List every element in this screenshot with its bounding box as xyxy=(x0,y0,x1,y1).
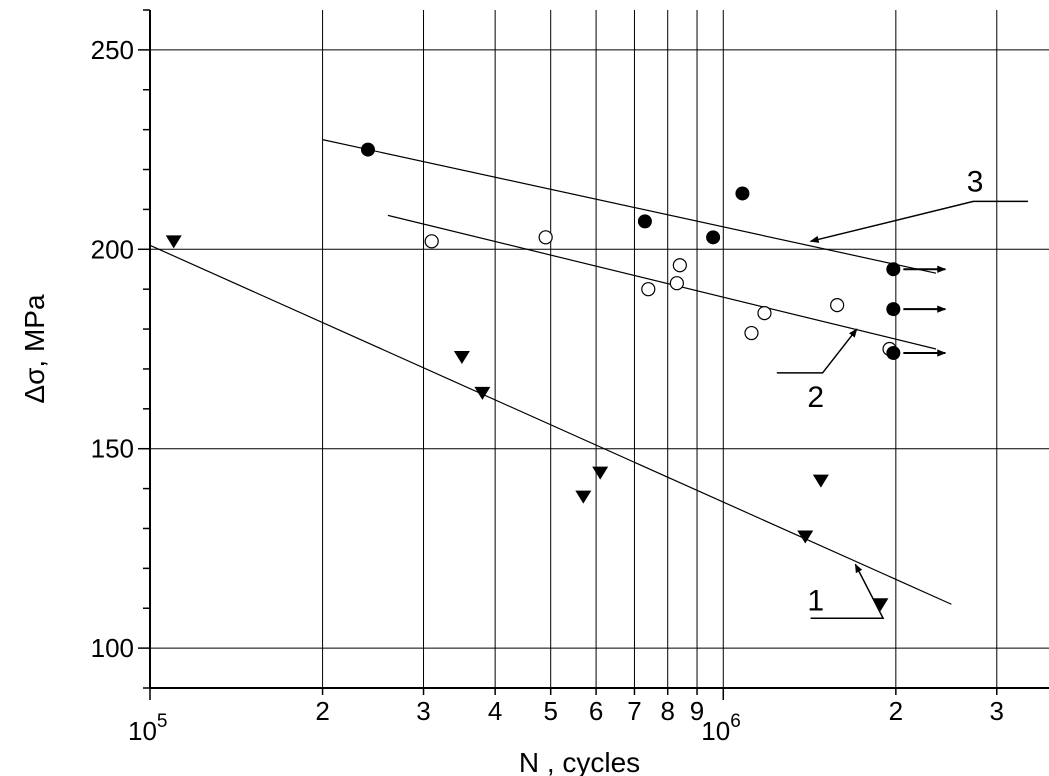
curve-label-1: 1 xyxy=(807,584,824,617)
x-minor-tick-label: 6 xyxy=(589,696,603,726)
x-minor-tick-label: 8 xyxy=(660,696,674,726)
axes xyxy=(138,9,1049,700)
x-axis-title: N , cycles xyxy=(519,747,640,776)
x-minor-tick-label: 3 xyxy=(990,696,1004,726)
x-minor-tick-label: 4 xyxy=(488,696,502,726)
x-major-tick-label: 105 xyxy=(128,711,168,746)
curve-label-2: 2 xyxy=(807,381,824,414)
x-minor-tick-label: 5 xyxy=(543,696,557,726)
data-point-series-1 xyxy=(872,598,889,612)
data-point-series-2 xyxy=(744,325,759,341)
x-tick-exponent: 6 xyxy=(730,711,741,732)
leader-line-1 xyxy=(810,563,885,619)
curve-annotations: 1 2 3 xyxy=(776,165,1028,619)
data-point-series-3 xyxy=(637,214,652,229)
data-point-series-2 xyxy=(757,306,772,321)
leader-line-2 xyxy=(776,328,858,374)
data-point-series-1 xyxy=(797,530,814,544)
data-point-series-3 xyxy=(886,345,901,360)
x-major-tick-label: 106 xyxy=(701,711,741,746)
data-point-series-2 xyxy=(669,276,684,291)
x-minor-tick-label: 2 xyxy=(315,696,329,726)
data-point-series-1 xyxy=(453,350,470,364)
data-point-series-2 xyxy=(672,258,687,273)
data-points xyxy=(165,142,947,612)
data-point-series-1 xyxy=(812,474,829,488)
grid-lines xyxy=(150,10,1049,688)
data-point-series-1 xyxy=(165,235,182,249)
data-point-series-3 xyxy=(735,186,750,201)
data-point-series-2 xyxy=(538,230,553,245)
data-point-series-2 xyxy=(830,298,845,313)
fit-lines xyxy=(149,139,952,605)
data-point-series-1 xyxy=(474,386,491,400)
x-minor-tick-label: 3 xyxy=(416,696,430,726)
data-point-series-2 xyxy=(641,282,656,297)
x-minor-tick-label: 7 xyxy=(627,696,641,726)
y-tick-label: 150 xyxy=(91,434,134,464)
data-point-series-3 xyxy=(360,142,375,157)
x-tick-exponent: 5 xyxy=(157,711,168,732)
y-axis-title: Δσ, MPa xyxy=(19,294,50,404)
fit-line-series-1 xyxy=(149,244,952,605)
data-point-series-3 xyxy=(706,230,721,245)
y-tick-label: 100 xyxy=(91,633,134,663)
x-minor-tick-label: 2 xyxy=(889,696,903,726)
leader-line-3 xyxy=(809,200,1028,243)
data-point-series-1 xyxy=(592,466,609,480)
y-tick-label: 250 xyxy=(91,35,134,65)
fit-line-series-3 xyxy=(322,139,937,274)
y-tick-label: 200 xyxy=(91,234,134,264)
data-point-series-2 xyxy=(424,234,439,249)
data-point-series-3 xyxy=(886,302,901,317)
data-point-series-1 xyxy=(575,490,592,504)
curve-label-3: 3 xyxy=(967,165,984,198)
x-minor-tick-label: 9 xyxy=(690,696,704,726)
data-point-series-3 xyxy=(886,262,901,277)
fit-line-series-2 xyxy=(387,214,937,350)
